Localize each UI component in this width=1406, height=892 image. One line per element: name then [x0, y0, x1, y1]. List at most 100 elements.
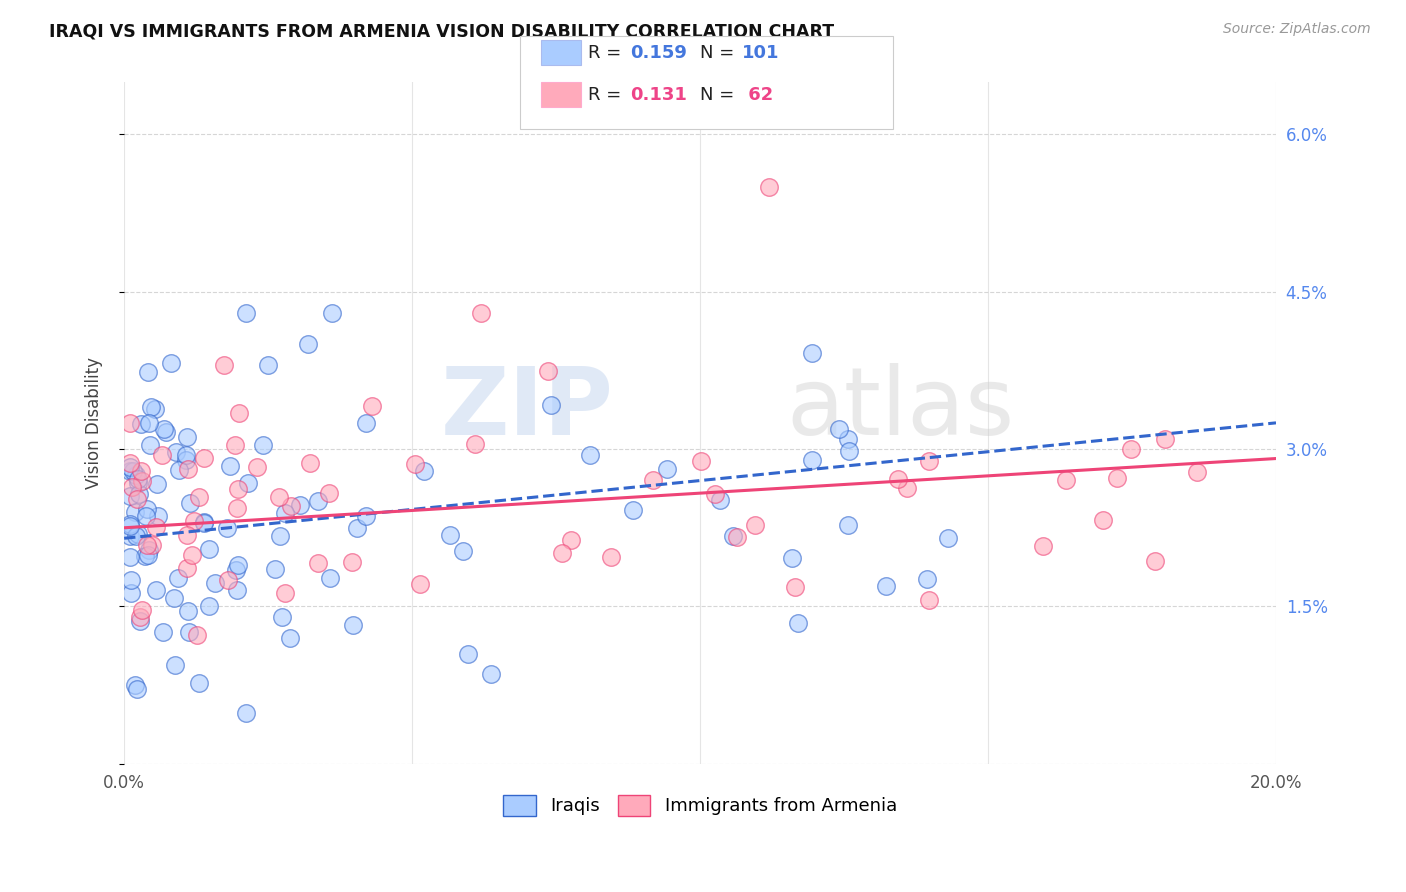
Point — [360, 400, 382, 414]
Point — [224, 438, 246, 452]
Point — [655, 462, 678, 476]
Point — [451, 543, 474, 558]
Point — [470, 306, 492, 320]
Point — [318, 571, 340, 585]
Point — [198, 599, 221, 614]
Point — [163, 657, 186, 672]
Text: Source: ZipAtlas.com: Source: ZipAtlas.com — [1223, 22, 1371, 37]
Legend: Iraqis, Immigrants from Armenia: Iraqis, Immigrants from Armenia — [496, 788, 904, 823]
Point — [340, 556, 363, 570]
Point — [1092, 513, 1115, 527]
Point — [118, 460, 141, 475]
Point — [176, 528, 198, 542]
Point — [136, 538, 159, 552]
Point — [138, 417, 160, 431]
Point — [134, 549, 156, 564]
Point — [236, 476, 259, 491]
Point — [217, 521, 239, 535]
Point — [121, 480, 143, 494]
Point — [125, 682, 148, 697]
Point — [167, 463, 190, 477]
Point — [129, 417, 152, 431]
Point — [404, 458, 426, 472]
Point — [412, 464, 434, 478]
Point — [122, 464, 145, 478]
Point — [600, 550, 623, 565]
Point — [1143, 554, 1166, 568]
Point — [136, 365, 159, 379]
Point — [131, 474, 153, 488]
Point — [307, 556, 329, 570]
Point — [621, 502, 644, 516]
Point — [641, 473, 664, 487]
Point — [120, 573, 142, 587]
Point — [560, 533, 582, 547]
Point — [744, 518, 766, 533]
Point — [321, 306, 343, 320]
Point — [278, 631, 301, 645]
Point — [188, 675, 211, 690]
Point — [226, 501, 249, 516]
Point — [551, 546, 574, 560]
Point — [138, 543, 160, 558]
Point — [246, 460, 269, 475]
Point — [145, 582, 167, 597]
Point — [177, 625, 200, 640]
Point — [346, 520, 368, 534]
Point — [226, 483, 249, 497]
Point — [758, 179, 780, 194]
Point — [193, 515, 215, 529]
Point — [725, 530, 748, 544]
Point — [193, 516, 215, 530]
Point — [783, 580, 806, 594]
Point — [235, 306, 257, 320]
Point — [1119, 442, 1142, 456]
Point — [318, 486, 340, 500]
Point — [183, 514, 205, 528]
Point — [540, 398, 562, 412]
Point — [709, 492, 731, 507]
Point — [198, 542, 221, 557]
Point — [1105, 471, 1128, 485]
Point — [936, 531, 959, 545]
Point — [257, 358, 280, 372]
Point — [163, 591, 186, 605]
Point — [721, 528, 744, 542]
Text: 101: 101 — [742, 44, 780, 62]
Text: atlas: atlas — [786, 363, 1015, 455]
Point — [439, 528, 461, 542]
Point — [537, 364, 560, 378]
Point — [837, 432, 859, 446]
Point — [354, 417, 377, 431]
Point — [782, 551, 804, 566]
Point — [228, 406, 250, 420]
Point — [176, 462, 198, 476]
Point — [125, 492, 148, 507]
Point — [409, 576, 432, 591]
Point — [297, 337, 319, 351]
Point — [160, 355, 183, 369]
Text: ZIP: ZIP — [441, 363, 613, 455]
Point — [124, 678, 146, 692]
Point — [131, 603, 153, 617]
Text: N =: N = — [700, 86, 740, 103]
Point — [143, 401, 166, 416]
Point — [131, 464, 153, 478]
Point — [307, 493, 329, 508]
Point — [1185, 465, 1208, 479]
Point — [703, 487, 725, 501]
Text: IRAQI VS IMMIGRANTS FROM ARMENIA VISION DISABILITY CORRELATION CHART: IRAQI VS IMMIGRANTS FROM ARMENIA VISION … — [49, 22, 834, 40]
Point — [1054, 473, 1077, 487]
Point — [146, 508, 169, 523]
Point — [145, 520, 167, 534]
Point — [118, 417, 141, 431]
Text: R =: R = — [588, 44, 627, 62]
Y-axis label: Vision Disability: Vision Disability — [86, 357, 103, 489]
Point — [269, 529, 291, 543]
Point — [167, 571, 190, 585]
Point — [176, 453, 198, 467]
Point — [152, 625, 174, 640]
Point — [120, 586, 142, 600]
Point — [179, 496, 201, 510]
Point — [150, 448, 173, 462]
